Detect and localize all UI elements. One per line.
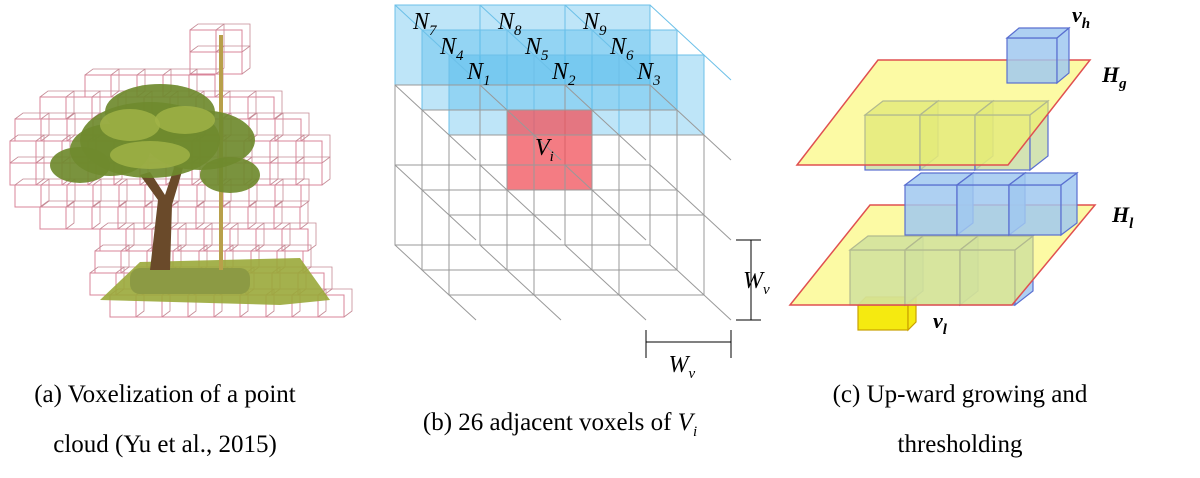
subscript: 1 <box>483 73 491 89</box>
subscript: 8 <box>514 23 522 39</box>
panel-label: Hg <box>1101 62 1127 92</box>
voxel-edge <box>565 245 646 320</box>
voxel-wire <box>40 207 66 229</box>
symbol: W <box>669 352 691 378</box>
foliage-light <box>110 141 190 169</box>
caption: thresholding <box>898 431 1023 458</box>
panel-label: vl <box>933 308 948 338</box>
voxel-wire <box>15 119 41 141</box>
car <box>130 268 250 294</box>
symbol: v <box>933 308 943 333</box>
voxel-wire <box>85 75 111 97</box>
subscript: v <box>689 366 696 382</box>
subscript: 2 <box>568 73 576 89</box>
voxel <box>1007 38 1057 83</box>
trunk <box>140 165 183 270</box>
voxel <box>905 185 957 235</box>
subscript: 9 <box>599 23 607 39</box>
subscript: l <box>1129 216 1134 232</box>
panel-label: vh <box>1072 2 1090 32</box>
voxel-wire <box>15 185 41 207</box>
dimension-label: Wv <box>669 352 696 382</box>
voxel <box>957 185 1009 235</box>
symbol: W <box>743 268 765 294</box>
symbol: H <box>1101 62 1120 87</box>
subscript: v <box>763 282 770 298</box>
voxel-side <box>1057 28 1069 83</box>
voxel-wire <box>10 163 36 185</box>
voxel <box>1009 185 1061 235</box>
voxel <box>858 305 908 330</box>
panel-c <box>790 28 1095 330</box>
caption-text: (b) 26 adjacent voxels of <box>423 409 678 436</box>
caption: cloud (Yu et al., 2015) <box>53 431 277 458</box>
panel-label: Hl <box>1111 202 1134 232</box>
foliage <box>200 157 260 193</box>
voxel-wire <box>95 251 121 273</box>
subscript: i <box>550 149 554 165</box>
figure: N7N8N9N4N5N6N1N2N3ViWvWvvhHgHlvl(a) Voxe… <box>0 0 1200 478</box>
voxel-wire <box>190 52 216 74</box>
subscript: 6 <box>626 48 634 64</box>
panel-a <box>10 24 352 317</box>
caption-subscript: i <box>693 424 697 440</box>
symbol: v <box>1072 2 1082 27</box>
voxel-edge <box>650 245 731 320</box>
caption: (c) Up-ward growing and <box>833 381 1088 408</box>
subscript: l <box>943 322 948 338</box>
dimension-label: Wv <box>743 268 770 298</box>
voxel-edge <box>480 245 561 320</box>
voxel-edge <box>395 165 476 240</box>
voxel-wire <box>40 97 66 119</box>
foliage-light <box>100 109 160 141</box>
foliage-light <box>155 106 215 134</box>
caption: (b) 26 adjacent voxels of Vi <box>423 409 697 440</box>
voxel-edge <box>565 165 646 240</box>
subscript: 4 <box>456 48 464 64</box>
subscript: 3 <box>652 73 661 89</box>
voxel-edge <box>395 245 476 320</box>
foliage <box>50 147 110 183</box>
voxel-edge <box>650 165 731 240</box>
subscript: 5 <box>541 48 549 64</box>
caption: (a) Voxelization of a point <box>34 381 296 408</box>
voxel-wire <box>100 229 126 251</box>
subscript: h <box>1082 16 1090 32</box>
symbol: H <box>1111 202 1130 227</box>
subscript: g <box>1118 76 1127 92</box>
